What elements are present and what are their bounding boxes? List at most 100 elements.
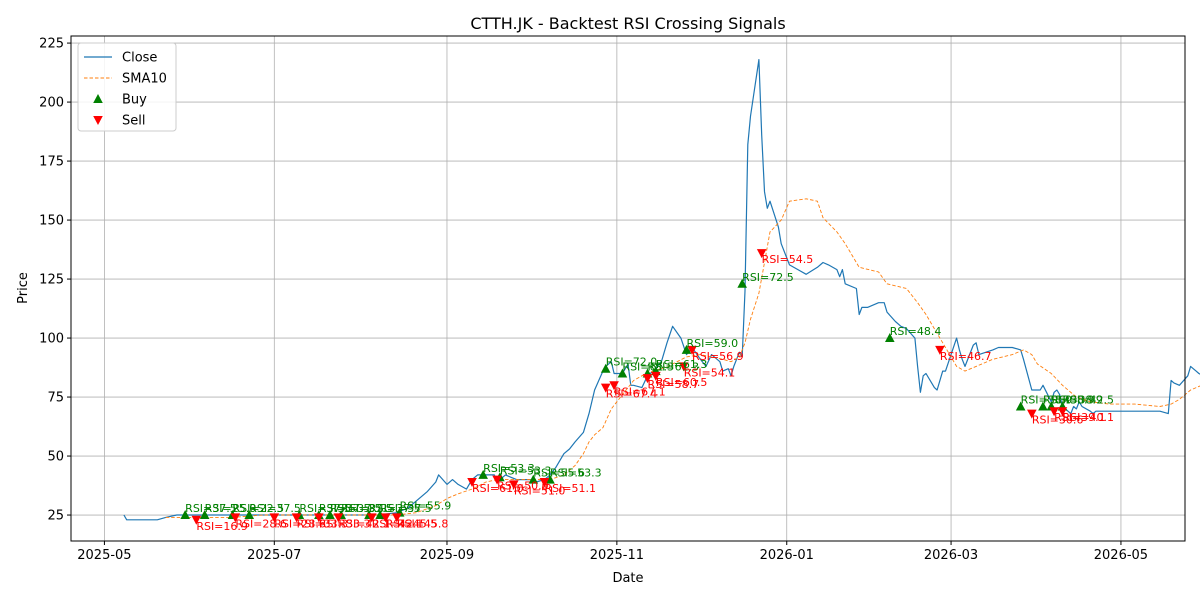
buy-annotation: RSI=37.5	[319, 502, 371, 515]
sell-annotation: RSI=58.7	[647, 378, 699, 391]
sell-marker	[642, 374, 653, 384]
sell-marker	[392, 513, 402, 523]
sell-marker	[509, 480, 519, 490]
y-axis: 25 50 75 100 125 150 175 200 225	[39, 37, 71, 524]
buy-annotation: RSI=22.5	[233, 502, 285, 515]
sell-annotation: RSI=42.1	[372, 517, 424, 530]
buy-annotation: RSI=59.0	[686, 337, 738, 350]
buy-annotation: RSI=48.4	[890, 325, 942, 338]
sell-marker	[600, 383, 611, 393]
sell-annotation: RSI=51.1	[544, 482, 596, 495]
legend-swatch-buy	[93, 94, 103, 103]
buy-annotation: RSI=37.5	[380, 502, 432, 515]
buy-marker	[244, 510, 255, 520]
sell-annotation: RSI=67.1	[614, 385, 666, 398]
buy-marker	[1038, 401, 1048, 411]
buy-annotation: RSI=55.9	[400, 500, 452, 513]
buy-annotation: RSI=53.3	[550, 467, 602, 480]
y-tick-label: 25	[47, 509, 64, 524]
plot-frame	[70, 35, 1186, 542]
sell-marker	[380, 513, 391, 523]
y-tick-label: 125	[39, 273, 64, 288]
sell-marker	[492, 475, 502, 485]
x-axis-label: Date	[612, 571, 643, 586]
sell-annotation: RSI=61.0	[472, 482, 524, 495]
buy-annotation: RSI=38.9	[1043, 393, 1095, 406]
chart-title: CTTH.JK - Backtest RSI Crossing Signals	[470, 14, 785, 33]
sell-marker	[1027, 409, 1037, 419]
buy-marker	[681, 344, 692, 354]
sell-annotation: RSI=28.6	[235, 517, 287, 530]
y-tick-label: 225	[39, 37, 64, 52]
buy-annotation: RSI=72.5	[742, 271, 794, 284]
legend-box	[77, 42, 177, 132]
sell-marker	[333, 513, 344, 523]
buy-annotation: RSI=42.5	[1062, 393, 1114, 406]
sell-marker	[191, 515, 202, 525]
legend-swatch-sell	[93, 116, 103, 125]
legend-label: Buy	[122, 93, 147, 108]
signal-annotations: RSI=37.5RSI=25.0RSI=22.5RSI=37.5RSI=37.5…	[185, 253, 1114, 533]
buy-annotation: RSI=37.5	[341, 502, 393, 515]
sell-marker	[539, 478, 550, 488]
x-tick-label: 2025-05	[77, 548, 131, 563]
sell-marker	[678, 362, 689, 372]
buy-marker	[199, 510, 210, 520]
buy-annotation: RSI=61.3	[622, 360, 674, 373]
sell-annotation: RSI=56.9	[692, 350, 744, 363]
buy-annotation: RSI=53.3	[500, 464, 552, 477]
legend-label: SMA10	[122, 72, 167, 87]
buy-marker	[884, 333, 895, 343]
sell-annotation: RSI=40.1	[1062, 411, 1114, 424]
x-tick-label: 2025-07	[247, 548, 301, 563]
y-tick-label: 100	[39, 332, 64, 347]
legend-items: Close SMA10 Buy Sell	[84, 51, 167, 129]
sell-marker	[935, 345, 945, 355]
buy-annotation: RSI=37.5	[185, 502, 237, 515]
buy-marker	[180, 510, 190, 520]
buy-annotation: RSI=38.9	[1021, 393, 1073, 406]
buy-marker	[528, 474, 539, 484]
buy-annotation: RSI=61.3	[656, 358, 708, 371]
sell-annotation: RSI=45.8	[397, 517, 449, 530]
x-tick-label: 2026-05	[1094, 548, 1148, 563]
x-tick-label: 2026-03	[924, 548, 978, 563]
sell-marker	[291, 513, 302, 523]
x-tick-label: 2025-11	[590, 548, 644, 563]
y-tick-label: 75	[47, 391, 64, 406]
y-axis-label: Price	[16, 272, 31, 304]
buy-marker	[545, 474, 555, 484]
buy-marker	[478, 469, 488, 479]
sell-marker	[1049, 407, 1059, 417]
buy-annotation: RSI=37.5	[299, 502, 351, 515]
y-tick-label: 150	[39, 214, 64, 229]
sell-annotation: RSI=39.1	[1054, 411, 1106, 424]
sell-annotation: RSI=46.7	[940, 350, 992, 363]
y-tick-label: 200	[39, 96, 64, 111]
sell-marker	[1057, 407, 1068, 417]
sell-annotation: RSI=30.6	[1032, 414, 1084, 427]
buy-marker	[1015, 401, 1026, 411]
legend: Close SMA10 Buy Sell	[77, 42, 177, 132]
x-tick-label: 2026-01	[760, 548, 814, 563]
x-tick-label: 2025-09	[420, 548, 474, 563]
sell-annotation: RSI=51.0	[514, 484, 566, 497]
legend-label: Close	[122, 51, 157, 66]
sell-annotation: RSI=50.0	[497, 480, 549, 493]
buy-annotation: RSI=72.0	[606, 356, 658, 369]
series-sma10-line	[165, 198, 1200, 518]
sell-annotation: RSI=45.5	[386, 517, 438, 530]
sell-marker	[230, 513, 241, 523]
sell-annotation: RSI=28.6	[274, 517, 326, 530]
sell-marker	[756, 249, 767, 259]
sell-marker	[314, 513, 324, 523]
sell-marker	[269, 513, 280, 523]
buy-annotation: RSI=37.5	[369, 502, 421, 515]
sell-annotation: RSI=33.3	[297, 517, 349, 530]
y-tick-label: 175	[39, 155, 64, 170]
signal-markers	[180, 249, 1068, 525]
sell-marker	[651, 371, 661, 381]
sell-annotation: RSI=67.4	[606, 388, 658, 401]
buy-annotation: RSI=55.6	[533, 467, 585, 480]
